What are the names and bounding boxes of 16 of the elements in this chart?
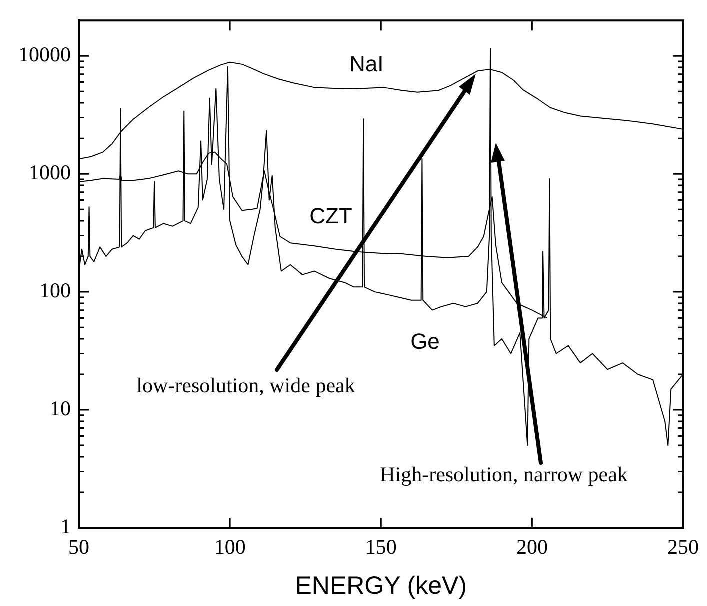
x-tick-label: 150	[365, 535, 397, 560]
series-label: CZT	[310, 204, 352, 229]
x-axis-title: ENERGY (keV)	[295, 572, 468, 600]
y-tick-label: 10000	[18, 42, 71, 67]
series-label: Ge	[410, 328, 440, 354]
y-tick-label: 10	[50, 396, 71, 421]
y-tick-label: 1000	[29, 160, 71, 185]
x-tick-label: 50	[68, 535, 90, 560]
legend-label: NaI	[350, 51, 384, 76]
x-tick-label: 100	[214, 535, 246, 560]
x-tick-label: 200	[516, 535, 548, 560]
annotation: High-resolution, narrow peak	[380, 462, 628, 487]
x-tick-label: 250	[668, 535, 699, 560]
y-tick-label: 100	[40, 278, 71, 303]
annotation: low-resolution, wide peak	[136, 374, 356, 398]
y-tick-label: 1	[60, 514, 71, 539]
